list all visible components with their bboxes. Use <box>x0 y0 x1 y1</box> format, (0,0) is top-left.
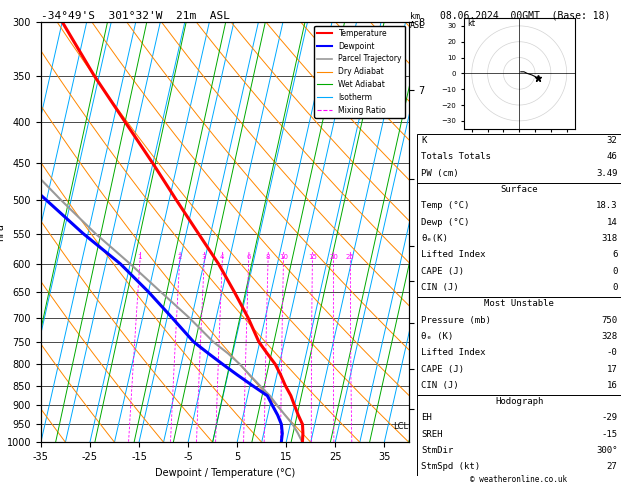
Text: -29: -29 <box>601 414 617 422</box>
Text: Totals Totals: Totals Totals <box>421 153 491 161</box>
Text: 0: 0 <box>612 267 617 276</box>
Text: StmSpd (kt): StmSpd (kt) <box>421 462 480 471</box>
Legend: Temperature, Dewpoint, Parcel Trajectory, Dry Adiabat, Wet Adiabat, Isotherm, Mi: Temperature, Dewpoint, Parcel Trajectory… <box>314 26 405 118</box>
Text: 20: 20 <box>329 254 338 260</box>
Text: 328: 328 <box>601 332 617 341</box>
Text: Hodograph: Hodograph <box>495 397 543 406</box>
Text: CIN (J): CIN (J) <box>421 381 459 390</box>
Text: 32: 32 <box>606 136 617 145</box>
Text: 318: 318 <box>601 234 617 243</box>
Bar <box>417 395 621 476</box>
Bar <box>417 297 621 395</box>
Text: Surface: Surface <box>501 185 538 194</box>
Text: CAPE (J): CAPE (J) <box>421 364 464 374</box>
Text: 4: 4 <box>220 254 225 260</box>
Text: 46: 46 <box>606 153 617 161</box>
Text: StmDir: StmDir <box>421 446 454 455</box>
Text: 10: 10 <box>279 254 288 260</box>
Text: θₑ (K): θₑ (K) <box>421 332 454 341</box>
Text: EH: EH <box>421 414 432 422</box>
Text: θₑ(K): θₑ(K) <box>421 234 448 243</box>
Text: -0: -0 <box>606 348 617 357</box>
Text: 18.3: 18.3 <box>596 201 617 210</box>
Text: 14: 14 <box>606 218 617 226</box>
Text: K: K <box>421 136 426 145</box>
Text: 750: 750 <box>601 315 617 325</box>
Text: -34°49'S  301°32'W  21m  ASL: -34°49'S 301°32'W 21m ASL <box>41 11 230 21</box>
Text: LCL: LCL <box>392 422 408 431</box>
Text: 08.06.2024  00GMT  (Base: 18): 08.06.2024 00GMT (Base: 18) <box>440 11 610 21</box>
Text: 0: 0 <box>612 283 617 292</box>
Text: PW (cm): PW (cm) <box>421 169 459 178</box>
Text: 17: 17 <box>606 364 617 374</box>
Text: kt: kt <box>467 19 475 28</box>
Text: 1: 1 <box>138 254 142 260</box>
X-axis label: Dewpoint / Temperature (°C): Dewpoint / Temperature (°C) <box>155 468 295 478</box>
Text: Dewp (°C): Dewp (°C) <box>421 218 469 226</box>
Text: 8: 8 <box>265 254 270 260</box>
Y-axis label: Mixing Ratio (g/kg): Mixing Ratio (g/kg) <box>428 189 437 275</box>
Text: 25: 25 <box>346 254 355 260</box>
Text: 3: 3 <box>202 254 206 260</box>
Text: km
ASL: km ASL <box>410 12 425 30</box>
Text: 6: 6 <box>612 250 617 260</box>
Text: CIN (J): CIN (J) <box>421 283 459 292</box>
Text: 300°: 300° <box>596 446 617 455</box>
Text: 3.49: 3.49 <box>596 169 617 178</box>
Text: 2: 2 <box>177 254 182 260</box>
Text: Temp (°C): Temp (°C) <box>421 201 469 210</box>
Text: SREH: SREH <box>421 430 443 439</box>
Bar <box>417 134 621 183</box>
Text: Pressure (mb): Pressure (mb) <box>421 315 491 325</box>
Text: 16: 16 <box>606 381 617 390</box>
Text: Most Unstable: Most Unstable <box>484 299 554 308</box>
Bar <box>417 183 621 297</box>
Text: Lifted Index: Lifted Index <box>421 348 486 357</box>
Text: 15: 15 <box>308 254 317 260</box>
Text: Lifted Index: Lifted Index <box>421 250 486 260</box>
Text: 6: 6 <box>247 254 251 260</box>
Y-axis label: hPa: hPa <box>0 223 5 241</box>
Text: © weatheronline.co.uk: © weatheronline.co.uk <box>470 474 567 484</box>
Text: CAPE (J): CAPE (J) <box>421 267 464 276</box>
Text: 27: 27 <box>606 462 617 471</box>
Text: -15: -15 <box>601 430 617 439</box>
